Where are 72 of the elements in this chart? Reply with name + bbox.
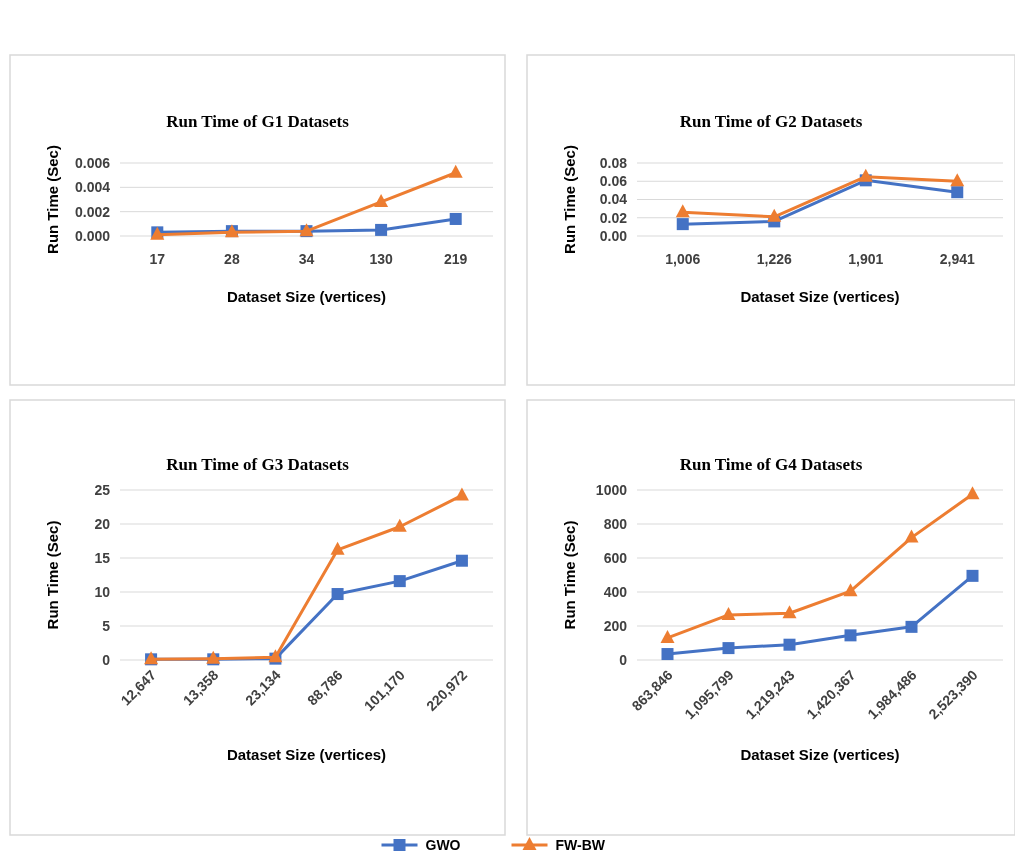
y-tick-label: 0.000 [74,227,111,244]
x-axis-title: Dataset Size (vertices) [740,288,900,305]
point [454,487,469,501]
point [330,541,345,555]
y-axis-title: Run Time (Sec) [561,520,578,630]
point [721,606,736,620]
point [331,588,344,601]
point [858,168,873,182]
y-tick-label: 5 [102,617,111,634]
x-tick-label: 130 [369,251,393,267]
point [448,164,463,178]
point [951,186,964,199]
y-tick-label: 0.06 [599,173,628,190]
point [844,629,857,642]
chart-title: Run Time of G4 Datasets [679,455,863,474]
x-axis-title: Dataset Size (vertices) [740,746,900,763]
point [675,204,690,218]
x-tick-label: 17 [149,251,166,267]
y-tick-label: 10 [94,583,111,600]
x-tick-label: 1,226 [756,251,792,267]
point [393,575,406,588]
chart-title: Run Time of G3 Datasets [166,455,350,474]
y-axis-title: Run Time (Sec) [44,145,61,254]
x-tick-label: 34 [298,251,315,267]
y-tick-label: 0.04 [599,191,628,208]
y-tick-label: 0.02 [599,209,628,226]
point [904,529,919,543]
x-tick-label: 2,941 [939,251,975,267]
x-tick-label: 219 [444,251,468,267]
point [660,629,675,643]
x-axis-title: Dataset Size (vertices) [226,746,387,763]
point [676,218,689,231]
point [661,648,674,661]
y-tick-label: 600 [603,549,628,566]
x-axis-title: Dataset Size (vertices) [226,288,387,305]
legend-label: GWO [425,836,461,853]
y-tick-label: 200 [603,617,628,634]
y-tick-label: 0.006 [74,154,111,171]
y-tick-label: 0 [619,651,628,668]
y-tick-label: 0 [102,651,111,668]
point [782,605,797,619]
y-axis-title: Run Time (Sec) [44,520,61,630]
y-tick-label: 0.004 [74,179,111,196]
point [392,518,407,532]
point [843,583,858,597]
point [449,212,462,225]
y-tick-label: 25 [94,481,111,498]
chart-title: Run Time of G2 Datasets [679,112,863,131]
point [950,173,965,187]
x-tick-label: 28 [224,251,240,267]
point [783,638,796,651]
chart-title: Run Time of G1 Datasets [166,112,350,131]
point [455,554,468,567]
y-tick-label: 800 [603,515,628,532]
point [905,620,918,633]
y-tick-label: 15 [94,549,111,566]
y-tick-label: 0.08 [599,154,628,171]
point [375,223,388,236]
point [965,486,980,500]
y-tick-label: 1000 [595,481,628,498]
point [966,569,979,582]
x-tick-label: 1,006 [665,251,701,267]
y-tick-label: 0.002 [74,203,111,220]
x-tick-label: 1,901 [848,251,884,267]
y-tick-label: 0.00 [599,227,628,244]
legend-label: FW-BW [555,836,606,853]
y-tick-label: 400 [603,583,628,600]
y-tick-label: 20 [94,515,111,532]
y-axis-title: Run Time (Sec) [561,145,578,254]
point [374,193,389,207]
point [722,642,735,655]
point [767,208,782,222]
